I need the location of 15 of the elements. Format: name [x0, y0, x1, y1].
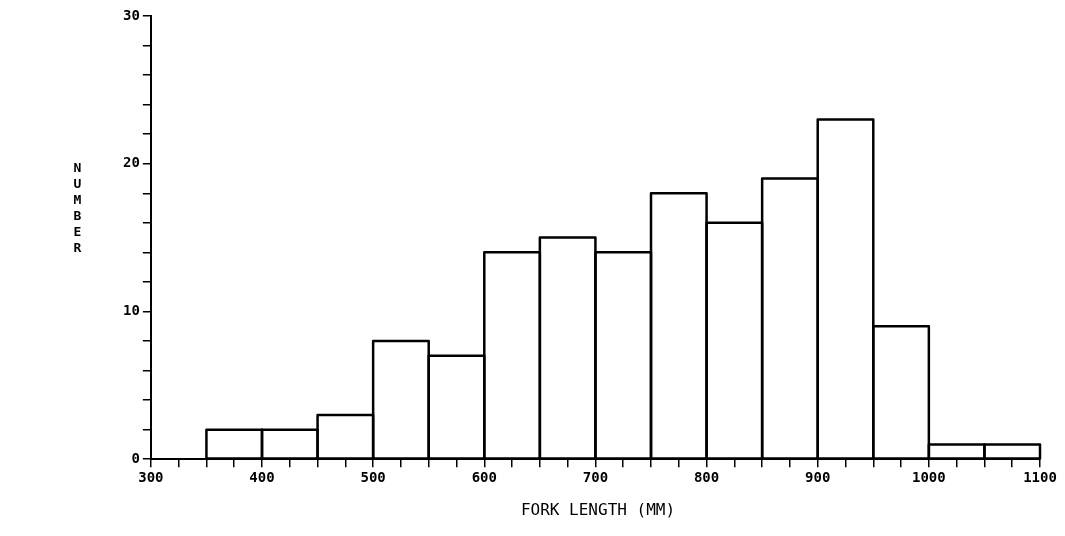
x-axis-title: FORK LENGTH (MM)	[519, 500, 677, 519]
x-tick-label: 900	[805, 469, 831, 486]
x-tick-label: 600	[471, 469, 497, 486]
x-tick-label: 700	[582, 469, 609, 486]
x-tick-label: 400	[249, 469, 275, 486]
y-tick-label: 20	[123, 154, 140, 171]
x-tick-label: 300	[138, 469, 164, 486]
y-tick-label: 30	[123, 6, 140, 23]
x-tick-label: 1100	[1023, 469, 1057, 486]
x-tick-label: 500	[360, 469, 386, 486]
y-tick-label: 0	[131, 449, 140, 466]
y-axis-title: NUMBER	[70, 160, 85, 256]
y-tick-label: 10	[123, 302, 140, 319]
x-tick-label: 800	[693, 469, 720, 486]
x-tick-label: 1000	[912, 469, 946, 486]
